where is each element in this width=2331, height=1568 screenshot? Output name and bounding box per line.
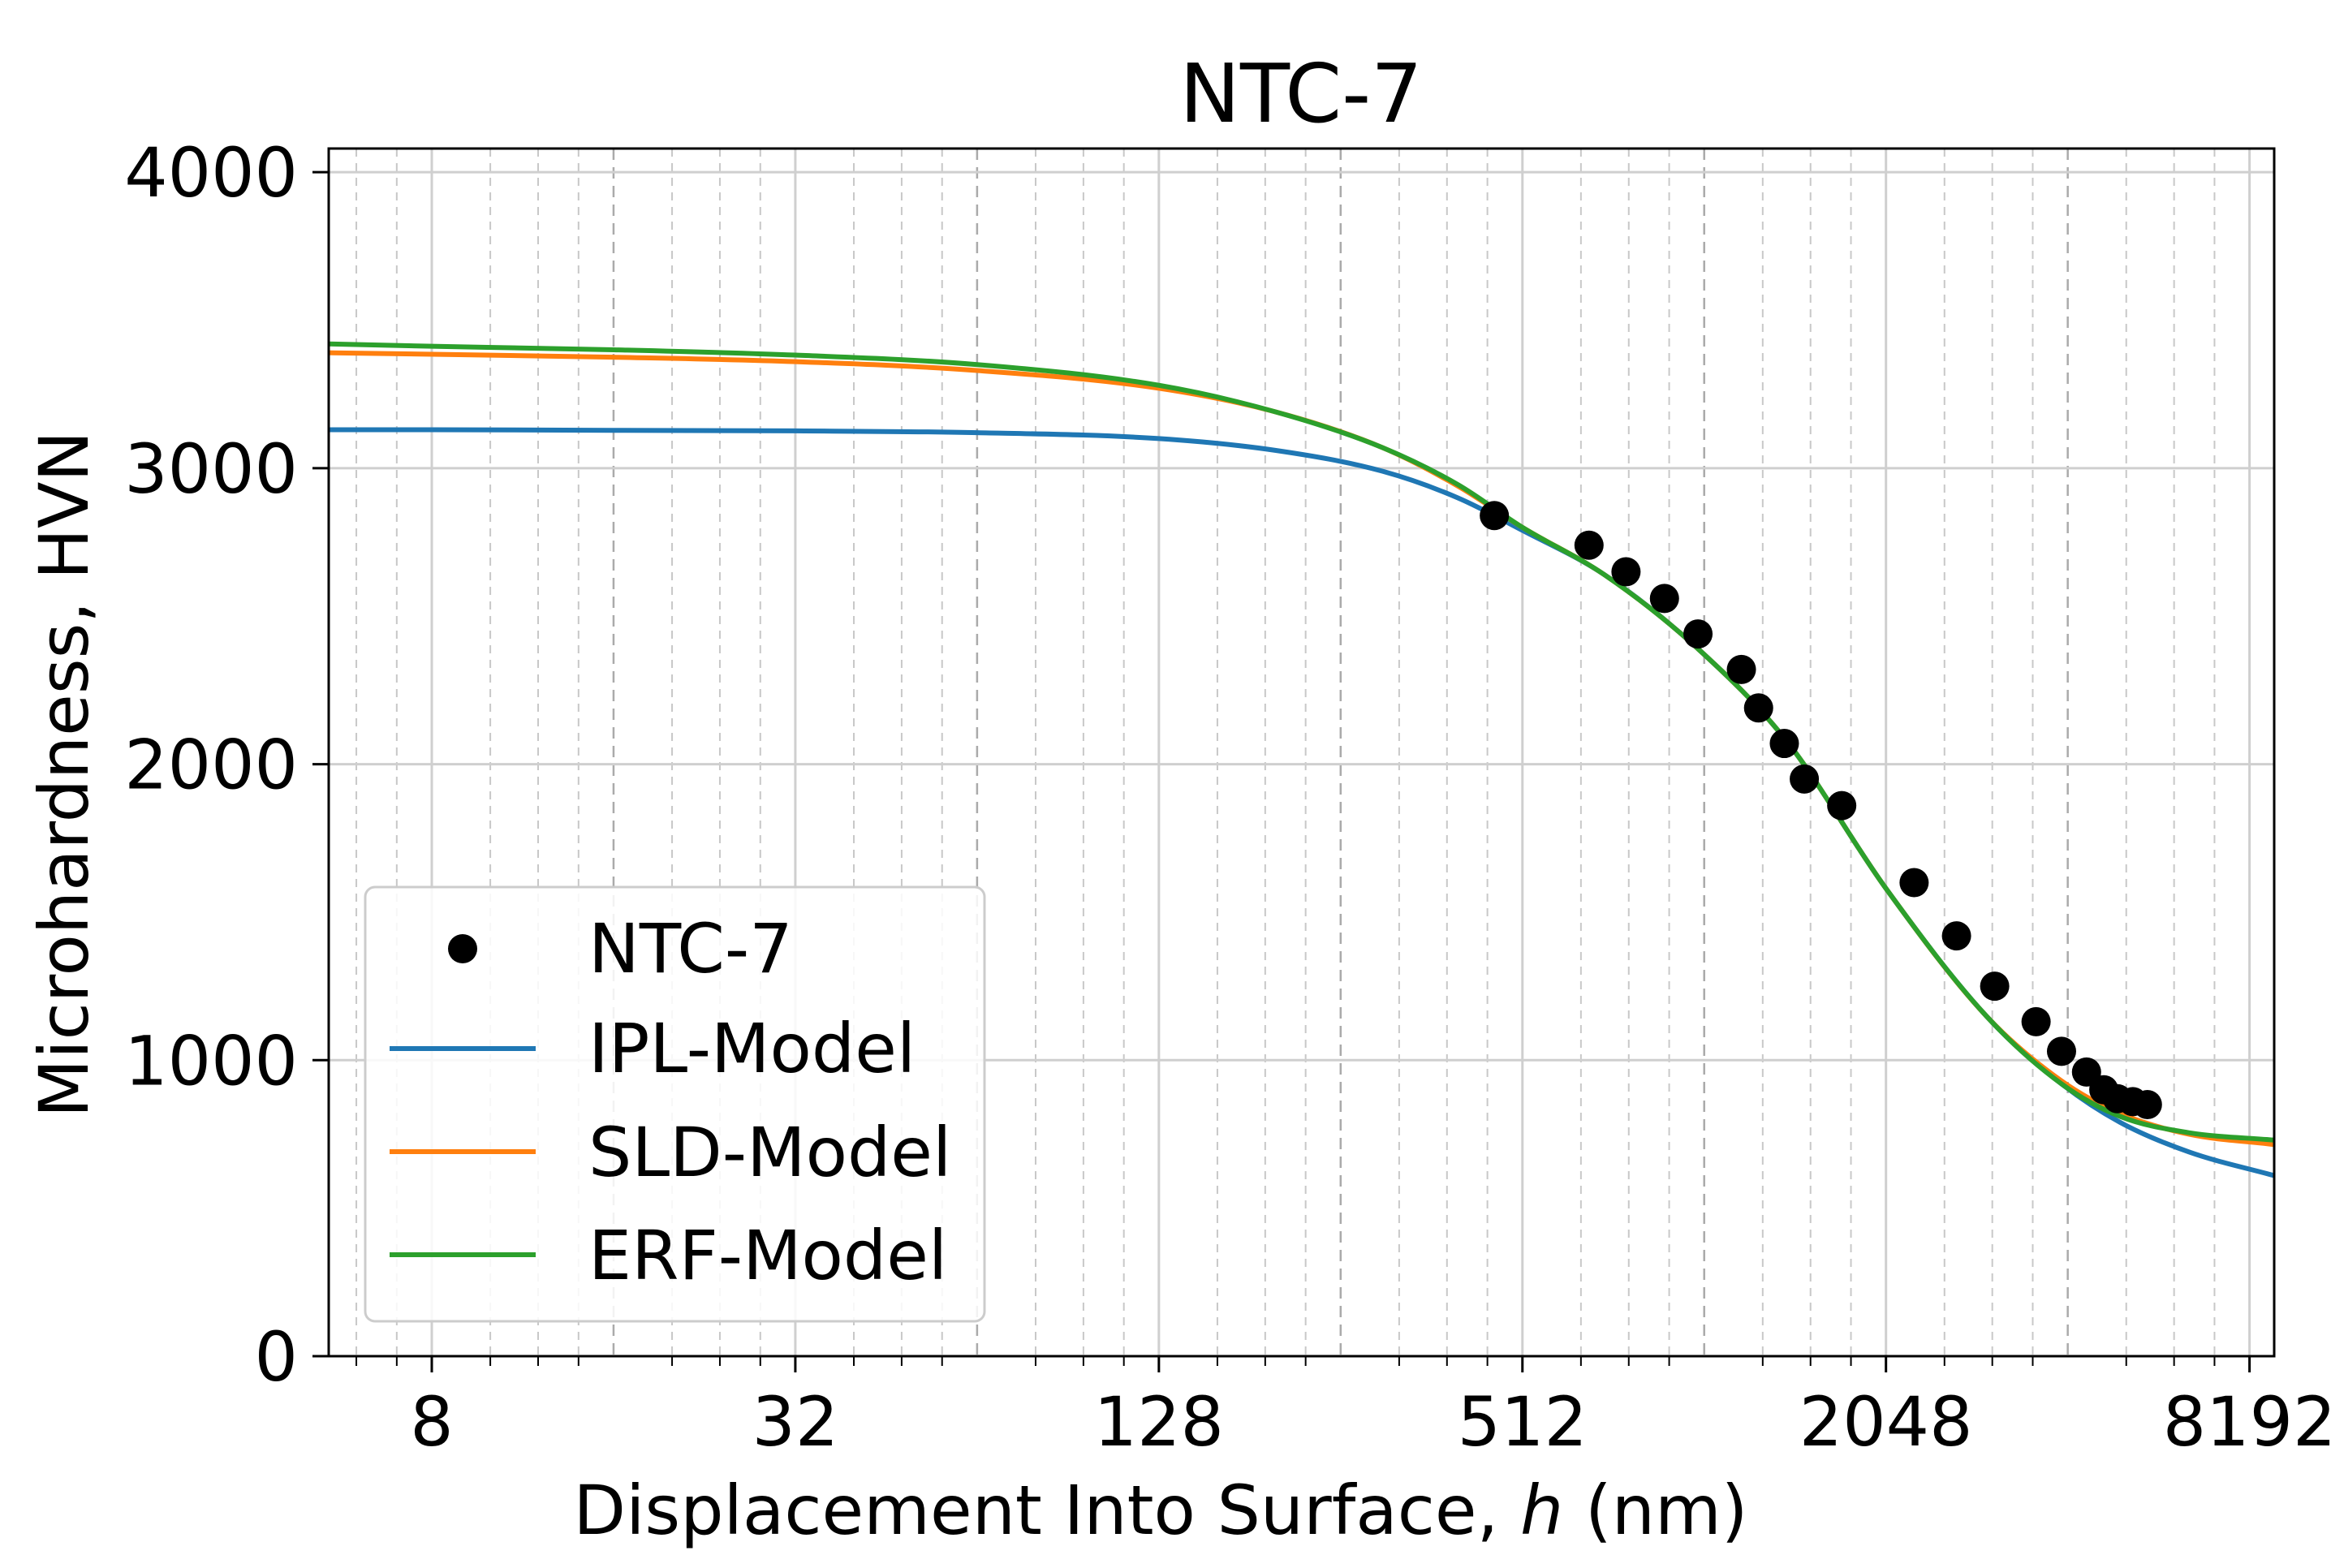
legend-label-sld-model: SLD-Model <box>588 1113 951 1192</box>
legend-marker-ntc-7 <box>448 934 477 963</box>
legend-label-erf-model: ERF-Model <box>588 1216 947 1295</box>
data-point <box>1899 868 1929 898</box>
legend: NTC-7 IPL-Model SLD-Model ERF-Model <box>364 885 986 1323</box>
x-axis-label-prefix: Displacement Into Surface, <box>573 1471 1520 1550</box>
data-point <box>2046 1036 2076 1066</box>
y-tick-label: 4000 <box>124 133 298 213</box>
x-axis-label-variable: h <box>1520 1471 1563 1550</box>
x-tick-label: 32 <box>752 1382 838 1462</box>
x-tick-label: 8192 <box>2163 1382 2331 1462</box>
data-point <box>2132 1090 2162 1119</box>
chart-title: NTC-7 <box>1179 46 1423 141</box>
x-axis-label-suffix: (nm) <box>1563 1471 1747 1550</box>
x-axis-label: Displacement Into Surface, h (nm) <box>573 1471 1747 1550</box>
data-point <box>2021 1006 2051 1036</box>
data-point <box>1790 764 1820 794</box>
y-tick-label: 1000 <box>124 1021 298 1101</box>
data-point <box>1649 584 1679 614</box>
data-point <box>1941 921 1971 951</box>
data-point <box>1574 530 1604 560</box>
plot-frame <box>327 147 2276 1358</box>
x-tick-label: 128 <box>1094 1382 1224 1462</box>
data-point <box>1480 501 1510 531</box>
x-tick-label: 8 <box>410 1382 453 1462</box>
data-point <box>1611 557 1641 587</box>
data-point <box>1683 619 1713 649</box>
legend-box <box>364 885 986 1323</box>
data-point <box>1827 790 1857 821</box>
ticks: 8 32 128 512 2048 8192 0 1000 2000 3000 4000 <box>124 133 2331 1462</box>
data-point <box>1769 729 1799 759</box>
data-point <box>1726 654 1756 684</box>
y-axis-label: Microhardness, HVN <box>24 431 104 1118</box>
legend-label-ipl-model: IPL-Model <box>588 1009 916 1088</box>
legend-label-ntc-7: NTC-7 <box>588 909 793 989</box>
x-tick-label: 512 <box>1458 1382 1588 1462</box>
scatter-layer <box>1480 501 2162 1119</box>
x-tick-label: 2048 <box>1799 1382 1973 1462</box>
data-point <box>1743 693 1773 723</box>
y-tick-label: 3000 <box>124 429 298 509</box>
grid <box>329 149 2274 1358</box>
y-tick-label: 2000 <box>124 726 298 805</box>
y-tick-label: 0 <box>255 1317 298 1397</box>
data-point <box>1980 971 2010 1002</box>
